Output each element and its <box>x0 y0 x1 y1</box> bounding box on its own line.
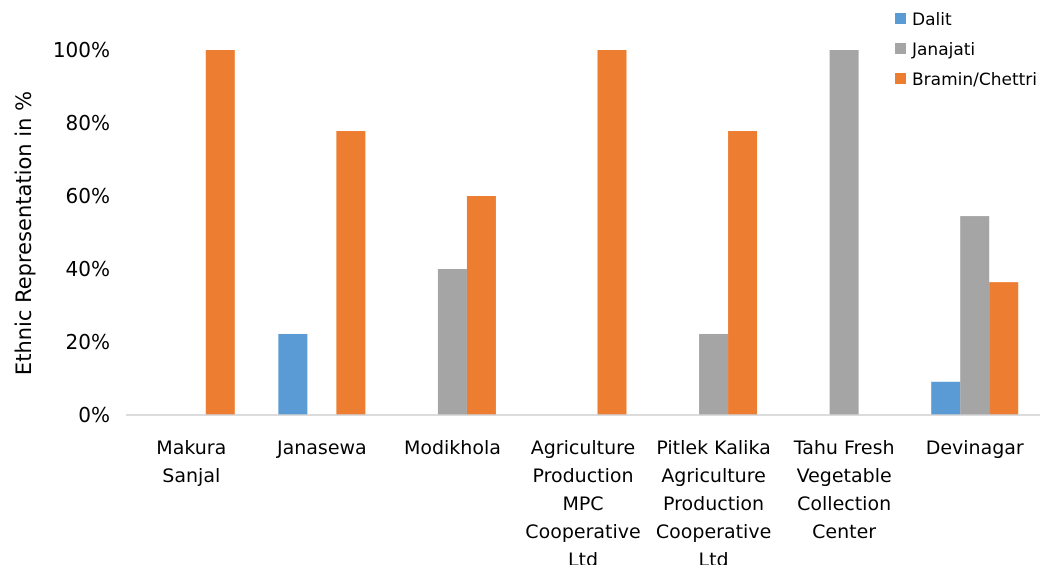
y-tick-label: 40% <box>66 257 110 281</box>
x-category-label: Agriculture Production MPC Cooperative Ltd <box>525 437 640 565</box>
bar-janajati <box>960 216 990 415</box>
legend-label: Dalit <box>912 10 952 30</box>
legend-swatch <box>895 73 906 84</box>
y-tick-label: 100% <box>53 38 110 62</box>
bar-janajati <box>437 269 467 415</box>
y-tick-label: 0% <box>78 403 110 427</box>
x-category-label: Modikhola <box>404 437 501 459</box>
bars <box>205 50 1019 415</box>
x-category-label: Pitlek Kalika Agriculture Production Cooper… <box>656 437 771 565</box>
x-category-label: Makura Sanjal <box>156 437 226 487</box>
x-category-label: Janasewa <box>276 437 367 459</box>
bar-dalit <box>931 381 961 415</box>
bar-bramin-chettri <box>597 50 627 415</box>
legend-swatch <box>895 43 906 54</box>
bar-bramin-chettri <box>205 50 235 415</box>
y-tick-label: 20% <box>66 330 110 354</box>
legend-label: Bramin/Chettri <box>912 70 1037 90</box>
bar-janajati <box>699 333 729 415</box>
bar-bramin-chettri <box>989 282 1019 415</box>
bar-janajati <box>829 50 859 415</box>
category-labels: Makura Sanjal Janasewa Modikhola Agriculture… <box>156 437 1024 565</box>
x-category-label: Devinagar <box>926 437 1024 459</box>
x-category-label: Tahu Fresh Vegetable Collection Center <box>793 437 895 543</box>
y-tick-label: 80% <box>66 111 110 135</box>
bar-bramin-chettri <box>728 131 758 415</box>
y-axis-title: Ethnic Representation in % <box>12 91 36 375</box>
y-axis-ticks: 0% 20% 40% 60% 80% 100% <box>53 38 110 427</box>
legend: Dalit Janajati Bramin/Chettri <box>895 10 1037 90</box>
bar-bramin-chettri <box>466 196 496 415</box>
y-axis-title-group: Ethnic Representation in % <box>12 91 36 375</box>
bar-dalit <box>278 333 308 415</box>
y-tick-label: 60% <box>66 184 110 208</box>
legend-swatch <box>895 13 906 24</box>
legend-label: Janajati <box>911 40 975 60</box>
bar-bramin-chettri <box>336 131 366 415</box>
